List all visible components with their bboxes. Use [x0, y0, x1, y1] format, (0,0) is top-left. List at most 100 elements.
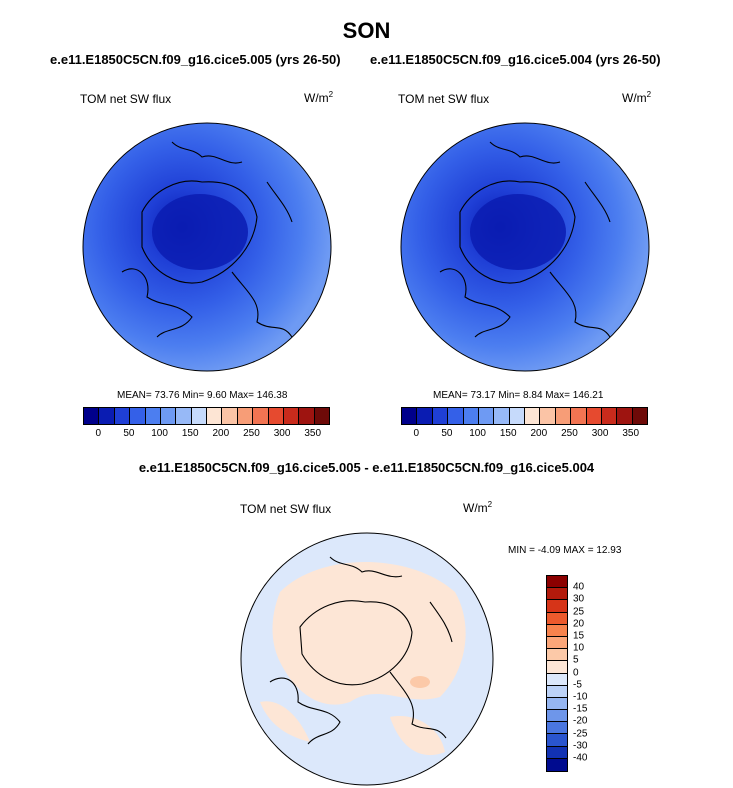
- difference-colorbar: [546, 575, 568, 772]
- panel-2-case-title: e.e11.E1850C5CN.f09_g16.cice5.004 (yrs 2…: [370, 52, 661, 67]
- colorbar-swatch: [130, 408, 146, 424]
- colorbar-tick-label: 0: [413, 428, 420, 439]
- colorbar-swatch: [547, 588, 567, 601]
- panel-2-colorbar-ticks: 0 50 100 150 200 250 300 350: [401, 428, 646, 442]
- colorbar-tick-label: 20: [573, 618, 585, 630]
- colorbar-swatch: [253, 408, 269, 424]
- colorbar-swatch: [191, 408, 207, 424]
- colorbar-swatch: [283, 408, 300, 424]
- colorbar-swatch: [547, 710, 567, 723]
- colorbar-tick-label: 50: [441, 428, 453, 439]
- colorbar-swatch: [114, 408, 131, 424]
- colorbar-tick-label: 350: [622, 428, 640, 439]
- colorbar-swatch: [478, 408, 495, 424]
- colorbar-tick-label: -5: [573, 679, 582, 691]
- colorbar-swatch: [494, 408, 510, 424]
- colorbar-swatch: [299, 408, 315, 424]
- colorbar-swatch: [571, 408, 587, 424]
- colorbar-tick-label: 15: [573, 630, 585, 642]
- colorbar-swatch: [547, 576, 567, 589]
- colorbar-swatch: [555, 408, 572, 424]
- panel-1-variable-label: TOM net SW flux: [80, 92, 172, 106]
- colorbar-swatch: [237, 408, 254, 424]
- colorbar-tick-label: -10: [573, 691, 588, 703]
- colorbar-swatch: [601, 408, 618, 424]
- colorbar-swatch: [99, 408, 115, 424]
- colorbar-tick-label: 300: [591, 428, 609, 439]
- colorbar-tick-label: 10: [573, 642, 585, 654]
- colorbar-tick-label: -15: [573, 703, 588, 715]
- colorbar-tick-label: 5: [573, 654, 579, 666]
- colorbar-tick-label: -30: [573, 740, 588, 752]
- colorbar-swatch: [632, 408, 647, 424]
- colorbar-tick-label: -25: [573, 728, 588, 740]
- colorbar-swatch: [222, 408, 238, 424]
- colorbar-tick-label: 0: [573, 667, 579, 679]
- colorbar-swatch: [547, 685, 567, 698]
- colorbar-tick-label: 250: [561, 428, 578, 439]
- colorbar-swatch: [160, 408, 177, 424]
- colorbar-swatch: [547, 673, 567, 686]
- colorbar-tick-label: 200: [212, 428, 230, 439]
- colorbar-swatch: [547, 661, 567, 674]
- page-title: SON: [342, 18, 391, 43]
- colorbar-tick-label: 25: [573, 606, 585, 618]
- colorbar-tick-label: 150: [499, 428, 517, 439]
- colorbar-tick-label: -40: [573, 752, 588, 764]
- colorbar-swatch: [547, 697, 567, 711]
- colorbar-swatch: [586, 408, 602, 424]
- colorbar-tick-label: 40: [573, 581, 585, 593]
- difference-variable-label: TOM net SW flux: [240, 502, 332, 516]
- colorbar-swatch: [417, 408, 433, 424]
- panel-1-units: W/m2: [304, 90, 334, 105]
- panel-1-stats: MEAN= 73.76 Min= 9.60 Max= 146.38: [117, 390, 288, 401]
- colorbar-swatch: [448, 408, 464, 424]
- difference-colorbar-ticks: 40 30 25 20 15 10 5 0 -5 -10 -15 -20 -25 -30 -40: [573, 575, 613, 771]
- colorbar-swatch: [207, 408, 223, 424]
- colorbar-swatch: [525, 408, 541, 424]
- colorbar-swatch: [547, 649, 567, 662]
- colorbar-swatch: [145, 408, 161, 424]
- colorbar-tick-label: 100: [151, 428, 168, 439]
- panel-2-polar-map: [400, 122, 650, 372]
- colorbar-swatch: [547, 612, 567, 625]
- colorbar-swatch: [176, 408, 192, 424]
- colorbar-swatch: [314, 408, 329, 424]
- colorbar-swatch: [547, 600, 567, 613]
- difference-polar-map: [240, 532, 494, 786]
- colorbar-tick-label: 350: [304, 428, 322, 439]
- panel-2-variable-label: TOM net SW flux: [398, 92, 490, 106]
- colorbar-tick-label: 0: [95, 428, 102, 439]
- colorbar-swatch: [547, 624, 567, 637]
- difference-title: e.e11.E1850C5CN.f09_g16.cice5.005 - e.e1…: [138, 460, 595, 475]
- difference-stats: MIN = -4.09 MAX = 12.93: [508, 545, 622, 556]
- panel-2-colorbar: [401, 407, 648, 425]
- colorbar-swatch: [509, 408, 525, 424]
- colorbar-swatch: [547, 758, 567, 771]
- colorbar-swatch: [84, 408, 100, 424]
- colorbar-swatch: [547, 734, 567, 747]
- panel-2-stats: MEAN= 73.17 Min= 8.84 Max= 146.21: [433, 390, 604, 401]
- panel-2-units: W/m2: [622, 90, 652, 105]
- colorbar-tick-label: 250: [243, 428, 260, 439]
- colorbar-swatch: [547, 746, 567, 759]
- colorbar-tick-label: 100: [469, 428, 486, 439]
- colorbar-swatch: [268, 408, 284, 424]
- colorbar-swatch: [463, 408, 479, 424]
- colorbar-tick-label: 30: [573, 593, 585, 605]
- colorbar-swatch: [547, 636, 567, 650]
- colorbar-swatch: [547, 722, 567, 735]
- colorbar-tick-label: 150: [181, 428, 199, 439]
- colorbar-tick-label: -20: [573, 715, 588, 727]
- colorbar-swatch: [402, 408, 418, 424]
- panel-1-colorbar-ticks: 0 50 100 150 200 250 300 350: [83, 428, 328, 442]
- colorbar-swatch: [540, 408, 556, 424]
- colorbar-tick-label: 300: [273, 428, 291, 439]
- panel-1-case-title: e.e11.E1850C5CN.f09_g16.cice5.005 (yrs 2…: [50, 52, 341, 67]
- panel-1-polar-map: [82, 122, 332, 372]
- colorbar-swatch: [432, 408, 449, 424]
- colorbar-tick-label: 200: [530, 428, 548, 439]
- colorbar-swatch: [617, 408, 633, 424]
- difference-units: W/m2: [463, 500, 493, 515]
- colorbar-tick-label: 50: [123, 428, 135, 439]
